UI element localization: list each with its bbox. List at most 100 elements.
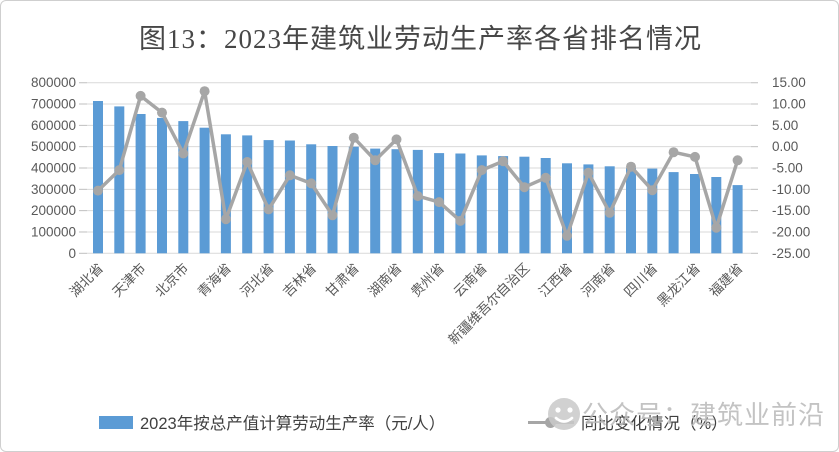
right-axis-tick-label: -10.00 xyxy=(772,182,810,197)
bar xyxy=(157,117,167,254)
right-axis-tick-label: 10.00 xyxy=(772,97,806,112)
chart-title: 图13：2023年建筑业劳动生产率各省排名情况 xyxy=(139,24,702,54)
bar xyxy=(135,114,146,254)
x-axis-label: 黑龙江省 xyxy=(654,261,703,310)
right-axis-tick-label: 15.00 xyxy=(772,75,806,90)
x-axis-label: 云南省 xyxy=(451,261,490,300)
x-axis-label: 湖北省 xyxy=(67,261,106,300)
line-marker xyxy=(732,155,743,166)
x-axis-label: 甘肃省 xyxy=(323,261,362,300)
line-marker xyxy=(519,182,530,193)
x-axis-label: 四川省 xyxy=(621,261,660,300)
bar xyxy=(412,149,423,254)
x-axis-label: 青海省 xyxy=(195,261,234,300)
line-marker xyxy=(284,170,295,181)
x-axis-label: 贵州省 xyxy=(408,261,447,300)
line-marker xyxy=(242,157,253,167)
line-marker xyxy=(220,214,231,225)
right-axis-tick-label: -15.00 xyxy=(772,203,810,218)
bar xyxy=(583,164,594,254)
line-series-marker-icon xyxy=(528,416,574,429)
bar xyxy=(626,168,636,254)
line-marker xyxy=(199,86,210,97)
x-axis-label: 河南省 xyxy=(579,261,618,300)
line-marker xyxy=(476,165,487,176)
line-marker xyxy=(157,107,167,118)
chart-canvas: 800000 700000 600000 500000 400000 300000 2000… xyxy=(31,75,810,348)
left-axis-tick-label: 500000 xyxy=(31,139,76,154)
legend-item-line-series: 同比变化情况（%） xyxy=(528,404,728,440)
x-axis-label: 吉林省 xyxy=(280,261,319,300)
left-axis-tick-label: 700000 xyxy=(31,97,76,112)
x-axis-label: 江西省 xyxy=(536,261,575,300)
right-axis-tick-label: -20.00 xyxy=(772,224,810,239)
right-axis-tick-label: -5.00 xyxy=(772,161,803,176)
bar xyxy=(668,172,679,254)
x-axis-label: 河北省 xyxy=(237,261,276,300)
bar xyxy=(242,135,253,254)
bar-series-swatch-icon xyxy=(99,415,133,429)
bar xyxy=(562,163,572,254)
left-axis-tick-label: 100000 xyxy=(31,224,76,239)
legend-line-label: 同比变化情况（%） xyxy=(581,415,728,433)
bar xyxy=(540,158,551,254)
bar xyxy=(220,134,231,254)
left-axis-tick-label: 800000 xyxy=(31,75,76,90)
line-marker xyxy=(391,134,402,145)
line-marker xyxy=(434,197,445,208)
legend: 2023年按总产值计算劳动生产率（元/人） 同比变化情况（%） xyxy=(1,404,838,444)
line-marker xyxy=(690,151,700,162)
bar xyxy=(348,146,359,254)
line-marker xyxy=(114,165,125,176)
line-marker xyxy=(647,185,658,196)
bar xyxy=(306,144,317,254)
bar xyxy=(263,140,274,254)
bar xyxy=(284,140,295,254)
line-marker xyxy=(263,204,274,215)
x-axis-label: 福建省 xyxy=(706,261,745,300)
line-marker xyxy=(178,148,189,159)
x-axis-label: 湖南省 xyxy=(365,261,404,300)
line-marker xyxy=(306,178,317,189)
bar xyxy=(455,153,466,254)
line-marker xyxy=(412,191,423,202)
line-marker xyxy=(135,90,146,101)
x-axis-label: 天津市 xyxy=(109,260,149,300)
line-marker xyxy=(540,172,551,183)
line-marker xyxy=(93,185,103,196)
legend-bar-label: 2023年按总产值计算劳动生产率（元/人） xyxy=(140,415,446,433)
bar xyxy=(647,168,658,254)
line-marker xyxy=(327,210,338,221)
right-axis-tick-label: 0.00 xyxy=(772,139,798,154)
bar xyxy=(498,156,509,254)
line-marker xyxy=(668,147,679,158)
bar xyxy=(732,185,743,254)
line-marker xyxy=(583,167,594,178)
bar xyxy=(114,106,125,254)
x-axis-label: 北京市 xyxy=(151,260,191,300)
right-axis-tick-label: -25.00 xyxy=(772,246,810,261)
left-axis-tick-label: 400000 xyxy=(31,161,76,176)
bar xyxy=(519,156,530,254)
bar xyxy=(178,121,189,254)
line-marker xyxy=(348,132,359,143)
bar xyxy=(711,177,722,254)
bar xyxy=(93,101,103,254)
left-axis-tick-label: 200000 xyxy=(31,203,76,218)
line-marker xyxy=(604,207,615,218)
line-marker xyxy=(562,230,572,241)
bar xyxy=(199,127,210,254)
line-marker xyxy=(370,155,381,166)
right-axis-tick-label: 5.00 xyxy=(772,118,798,133)
bar xyxy=(391,149,402,254)
line-marker xyxy=(498,156,509,167)
bar xyxy=(690,174,700,254)
left-axis-tick-label: 600000 xyxy=(31,118,76,133)
left-axis-tick-label: 300000 xyxy=(31,182,76,197)
line-marker xyxy=(455,215,466,226)
x-axis-label: 新疆维吾尔自治区 xyxy=(446,261,533,348)
bar xyxy=(476,155,487,254)
bar xyxy=(370,148,381,254)
line-marker xyxy=(626,161,636,172)
